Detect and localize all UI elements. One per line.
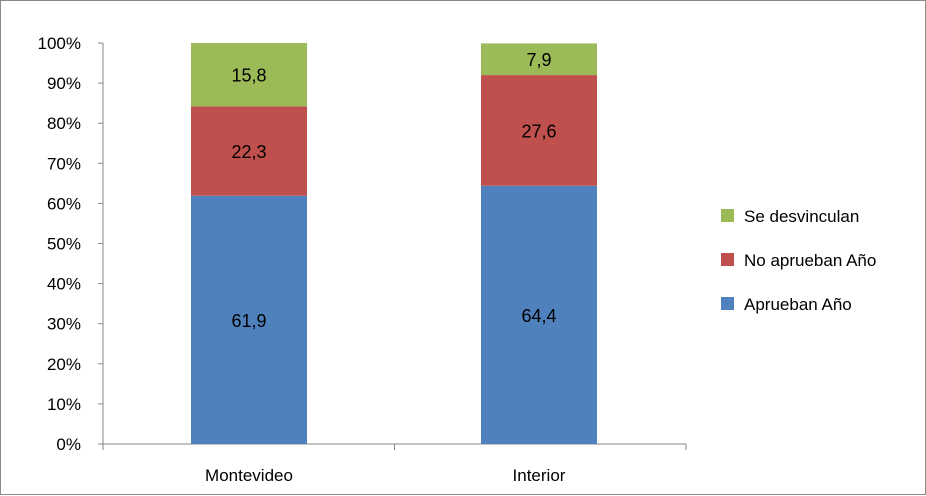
y-tick-label: 90% xyxy=(47,74,81,93)
data-label: 15,8 xyxy=(231,66,266,86)
bar-segment-aprueban-a-o-montevideo xyxy=(191,195,307,444)
legend-label: Aprueban Año xyxy=(744,295,852,314)
bar-segment-se-desvinculan-montevideo xyxy=(191,43,307,107)
y-tick-label: 60% xyxy=(47,194,81,213)
y-tick-label: 80% xyxy=(47,114,81,133)
y-tick-label: 10% xyxy=(47,395,81,414)
legend-swatch xyxy=(721,209,734,222)
data-label: 27,6 xyxy=(521,121,556,141)
y-tick-label: 30% xyxy=(47,315,81,334)
legend-label: No aprueban Año xyxy=(744,251,876,270)
bar-segment-se-desvinculan-interior xyxy=(481,43,597,76)
y-tick-label: 70% xyxy=(47,154,81,173)
y-tick-label: 50% xyxy=(47,235,81,254)
legend-swatch xyxy=(721,253,734,266)
y-tick-label: 100% xyxy=(38,34,81,53)
bar-segment-no-aprueban-a-o-montevideo xyxy=(191,106,307,196)
data-label: 64,4 xyxy=(521,306,556,326)
data-label: 61,9 xyxy=(231,311,266,331)
bar-segment-no-aprueban-a-o-interior xyxy=(481,75,597,186)
bar-segment-aprueban-a-o-interior xyxy=(481,185,597,445)
y-tick-label: 20% xyxy=(47,355,81,374)
legend-swatch xyxy=(721,297,734,310)
x-category-label: Interior xyxy=(513,466,566,485)
data-label: 22,3 xyxy=(231,142,266,162)
x-category-label: Montevideo xyxy=(205,466,293,485)
y-tick-label: 0% xyxy=(56,435,81,454)
data-label: 7,9 xyxy=(526,50,551,70)
y-tick-label: 40% xyxy=(47,275,81,294)
legend-label: Se desvinculan xyxy=(744,207,859,226)
